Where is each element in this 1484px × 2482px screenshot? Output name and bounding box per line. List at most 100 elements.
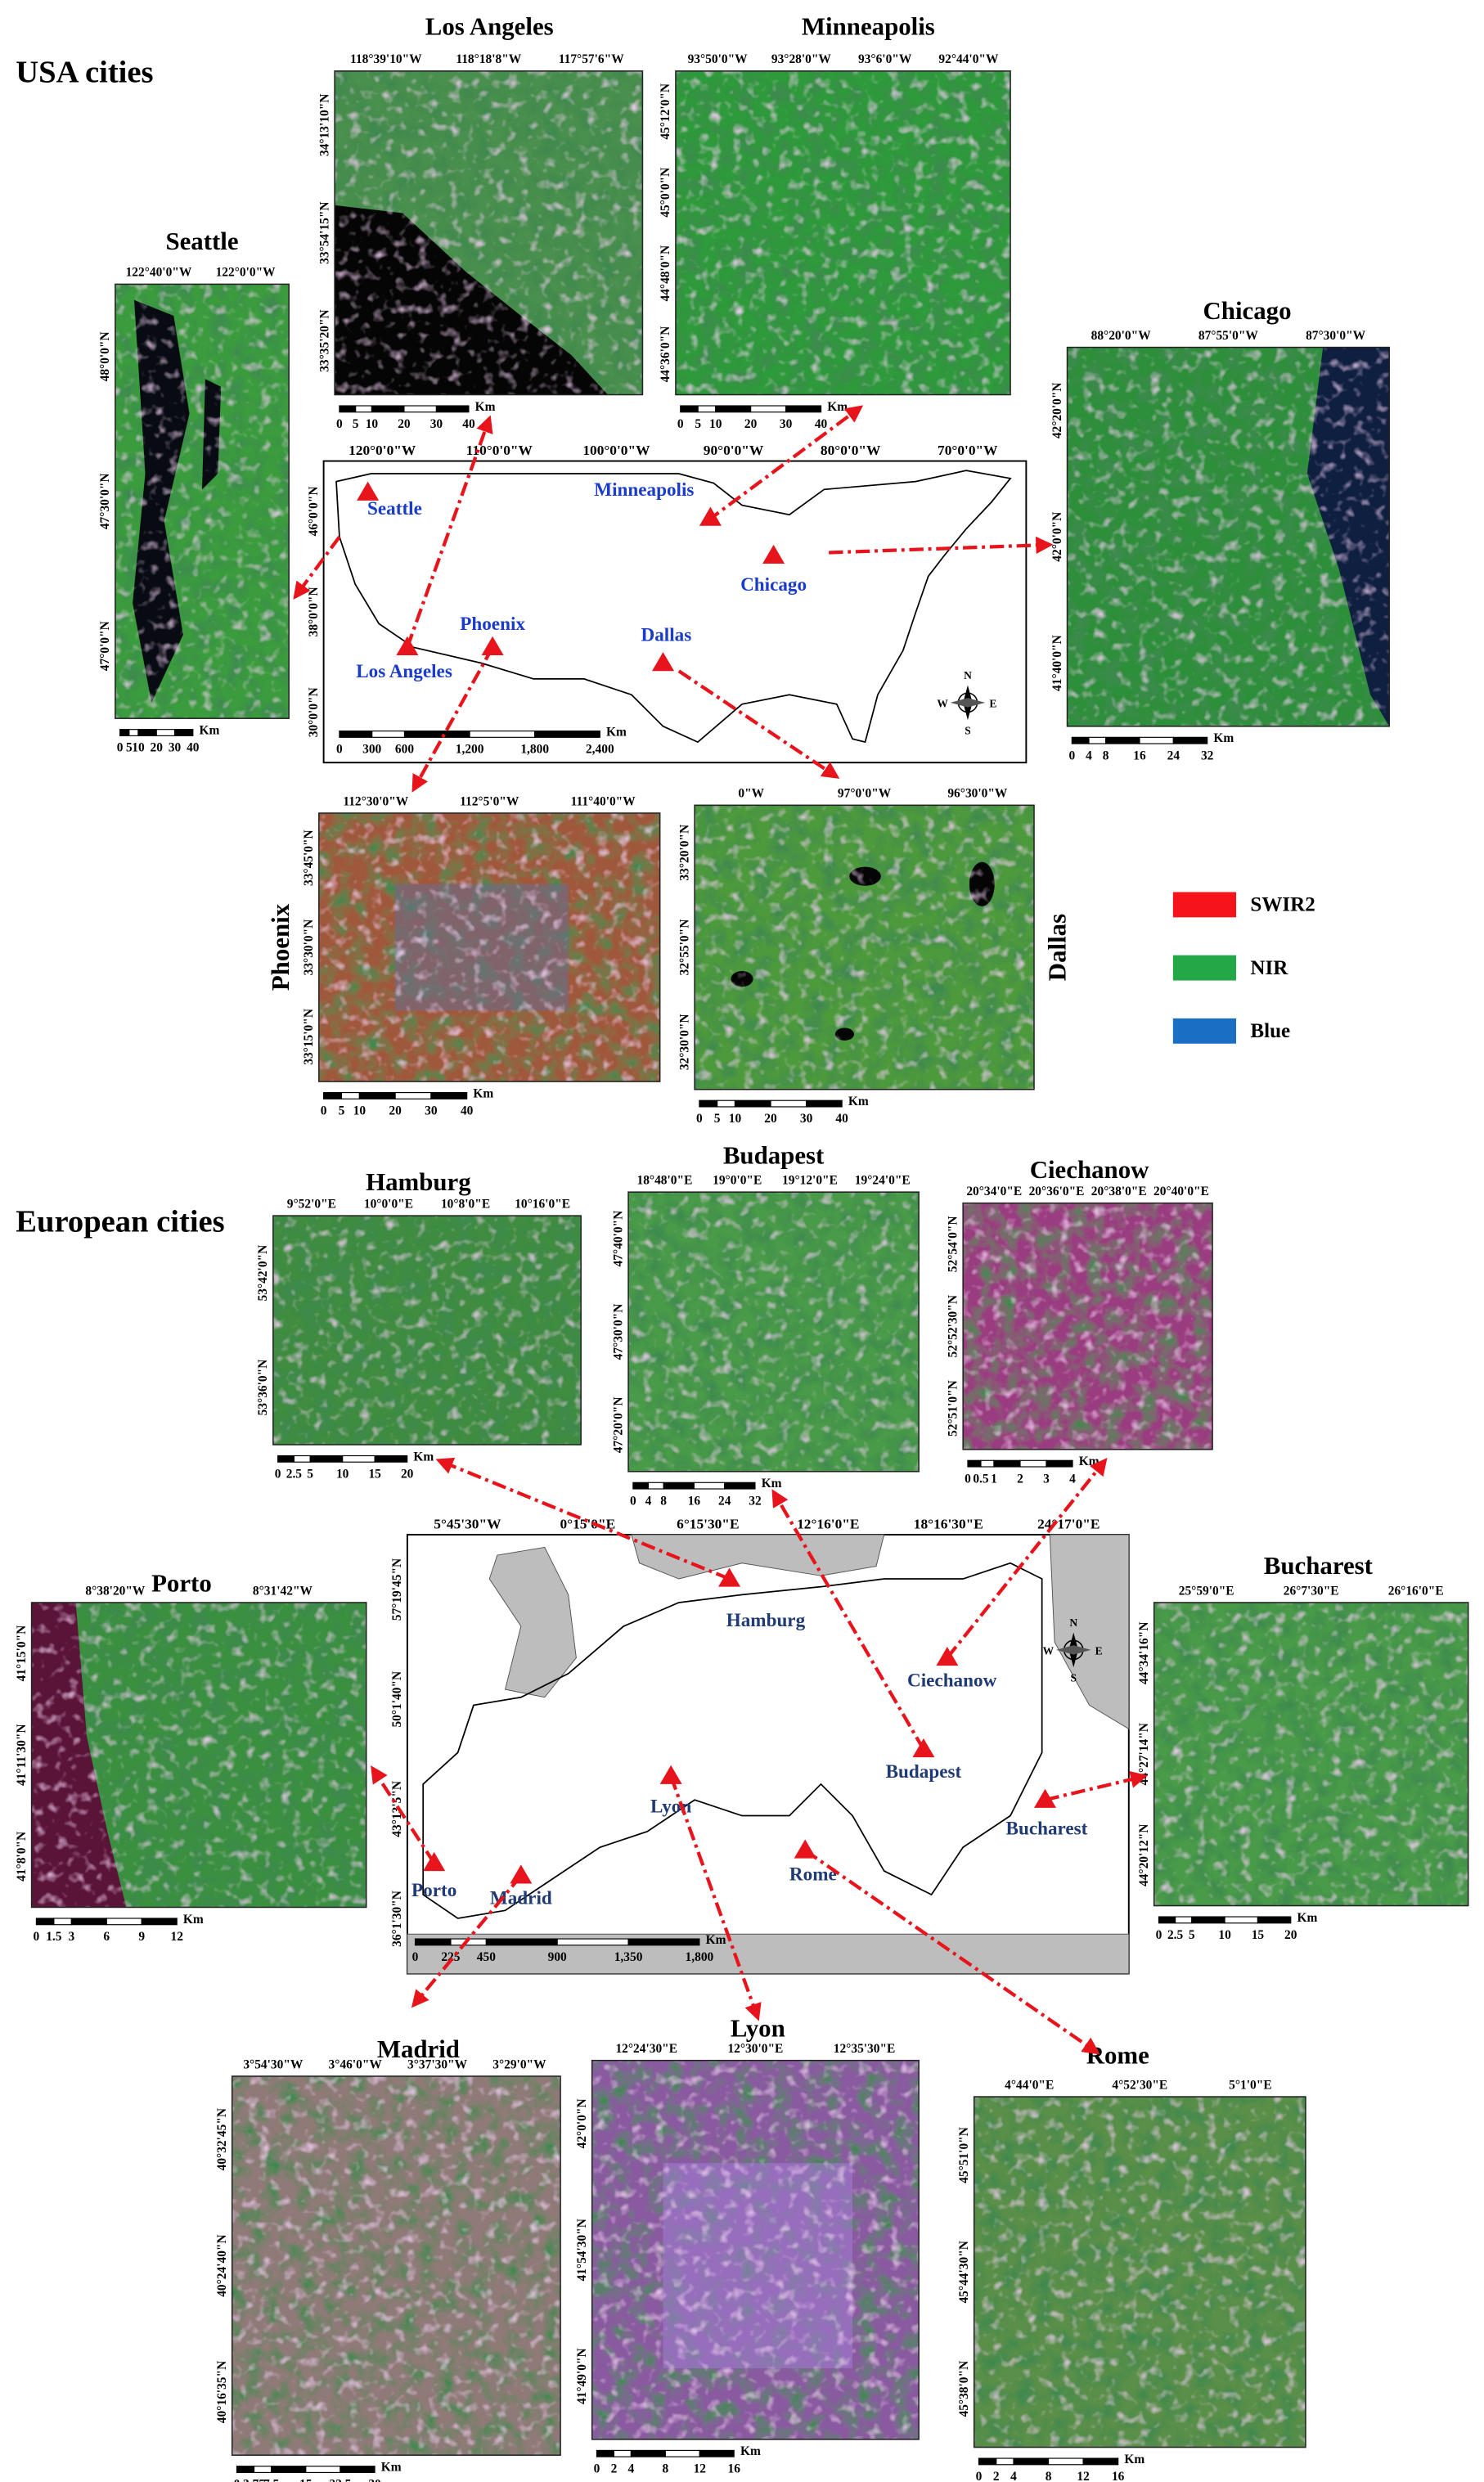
scale-label: 15 xyxy=(1252,1928,1265,1942)
scale-label: 10 xyxy=(1218,1928,1231,1942)
top-tick-label: 122°40'0"W xyxy=(126,266,192,280)
scale-unit: Km xyxy=(183,1913,204,1927)
left-tick-label: 47°0'0"N xyxy=(98,621,112,671)
scale-unit: Km xyxy=(200,723,220,737)
city-label: Dallas xyxy=(641,625,692,646)
compass-label: S xyxy=(1070,1671,1077,1684)
top-tick-label: 20°40'0"E xyxy=(1153,1185,1209,1198)
left-tick-label: 44°48'0"N xyxy=(659,245,672,302)
scale-label: 0 xyxy=(594,2462,600,2475)
panel-title: Bucharest xyxy=(1264,1551,1374,1580)
scale-label: 300 xyxy=(362,743,381,757)
section-title: European cities xyxy=(16,1204,224,1239)
image-texture xyxy=(232,2075,561,2456)
scale-label: 0 xyxy=(965,1472,971,1486)
scale-segment xyxy=(1224,1916,1259,1924)
scale-label: 20 xyxy=(389,1104,402,1118)
compass-label: E xyxy=(989,698,996,710)
top-tick-label: 19°0'0"E xyxy=(713,1174,762,1188)
image-texture xyxy=(1067,347,1390,726)
scale-segment xyxy=(663,1482,695,1490)
compass-label: W xyxy=(937,698,948,710)
left-tick-label: 57°19'45"N xyxy=(390,1558,404,1621)
scale-segment xyxy=(309,1455,344,1463)
image-frame xyxy=(694,804,1035,1090)
scale-segment xyxy=(724,1482,756,1490)
scale-label: 0 xyxy=(412,1950,419,1964)
left-tick-label: 45°51'0"N xyxy=(957,2127,971,2183)
left-tick-label: 52°52'30"N xyxy=(946,1295,960,1357)
left-tick-label: 33°30'0"N xyxy=(302,920,316,976)
connector-arrow xyxy=(803,1849,1100,2055)
left-tick-label: 33°54'15"N xyxy=(317,201,331,263)
scale-label: 10 xyxy=(353,1104,367,1118)
scale-label: 5 xyxy=(339,1104,345,1118)
scale-label: 1,800 xyxy=(520,743,549,757)
top-tick-label: 3°37'30"W xyxy=(407,2057,468,2071)
top-tick-label: 111°40'0"W xyxy=(571,794,636,808)
image-texture xyxy=(335,70,643,395)
scale-label: 32 xyxy=(1201,749,1214,762)
panel-title: Rome xyxy=(1086,2041,1149,2070)
scale-segment xyxy=(236,2466,255,2473)
scale-segment xyxy=(715,405,752,413)
scale-label: 20 xyxy=(401,1468,414,1482)
left-tick-label: 33°20'0"N xyxy=(677,825,691,881)
scale-segment xyxy=(371,731,406,738)
scale-unit: Km xyxy=(475,400,496,414)
scale-segment xyxy=(1191,1916,1225,1924)
scale-label: 900 xyxy=(548,1950,567,1964)
scale-segment xyxy=(155,729,176,736)
top-tick-label: 20°34'0"E xyxy=(966,1185,1022,1198)
scale-label: 9 xyxy=(138,1930,145,1944)
scale-segment xyxy=(1158,1916,1176,1924)
left-tick-label: 41°11'30"N xyxy=(15,1724,29,1786)
left-tick-label: 41°49'0"N xyxy=(575,2348,589,2404)
scale-segment xyxy=(305,2466,341,2473)
legend-label: NIR xyxy=(1250,957,1288,979)
scale-segment xyxy=(371,405,405,413)
scale-label: 20 xyxy=(398,417,411,431)
panel-title: Ciechanow xyxy=(1030,1155,1149,1184)
scale-label: 8 xyxy=(1103,749,1109,762)
connector-arrow xyxy=(293,535,341,600)
scale-segment xyxy=(556,1938,629,1946)
top-tick-label: 0°15'0"E xyxy=(560,1516,616,1531)
scale-segment xyxy=(403,405,438,413)
scale-label: 0 xyxy=(234,2478,241,2482)
scale-label: 16 xyxy=(688,1494,701,1508)
scale-unit: Km xyxy=(473,1086,493,1100)
city-marker xyxy=(652,652,675,672)
connector-arrow xyxy=(371,1765,436,1864)
scale-segment xyxy=(485,1938,558,1946)
left-tick-label: 45°12'0"N xyxy=(659,83,672,140)
top-tick-label: 97°0'0"W xyxy=(838,787,892,801)
scale-segment xyxy=(106,1918,142,1926)
left-tick-label: 52°51'0"N xyxy=(946,1380,960,1437)
top-tick-label: 5°45'30"W xyxy=(434,1516,501,1531)
left-tick-label: 48°0'0"N xyxy=(98,331,112,381)
panel-title: Seattle xyxy=(165,227,238,255)
scale-segment xyxy=(119,729,130,736)
scale-segment xyxy=(277,1455,295,1463)
city-label: Hamburg xyxy=(726,1610,806,1631)
image-frame xyxy=(962,1202,1213,1450)
scale-label: 7.5 xyxy=(263,2478,280,2482)
city-marker xyxy=(659,1765,682,1784)
scale-label: 40 xyxy=(835,1112,848,1126)
scale-segment xyxy=(128,729,139,736)
left-tick-label: 32°55'0"N xyxy=(677,920,691,976)
panel-title: Minneapolis xyxy=(802,11,935,40)
scale-label: 3 xyxy=(1043,1472,1050,1486)
image-frame xyxy=(973,2096,1306,2448)
scale-segment xyxy=(785,405,822,413)
scale-label: 30 xyxy=(800,1112,813,1126)
compass-label: S xyxy=(965,724,971,736)
scale-label: 30 xyxy=(368,2478,381,2482)
scale-label: 40 xyxy=(187,741,200,755)
scale-segment xyxy=(770,1099,807,1108)
scale-segment xyxy=(632,1482,650,1490)
scale-segment xyxy=(1046,1459,1073,1468)
scale-label: 10 xyxy=(709,417,722,431)
scale-segment xyxy=(996,2457,1014,2466)
